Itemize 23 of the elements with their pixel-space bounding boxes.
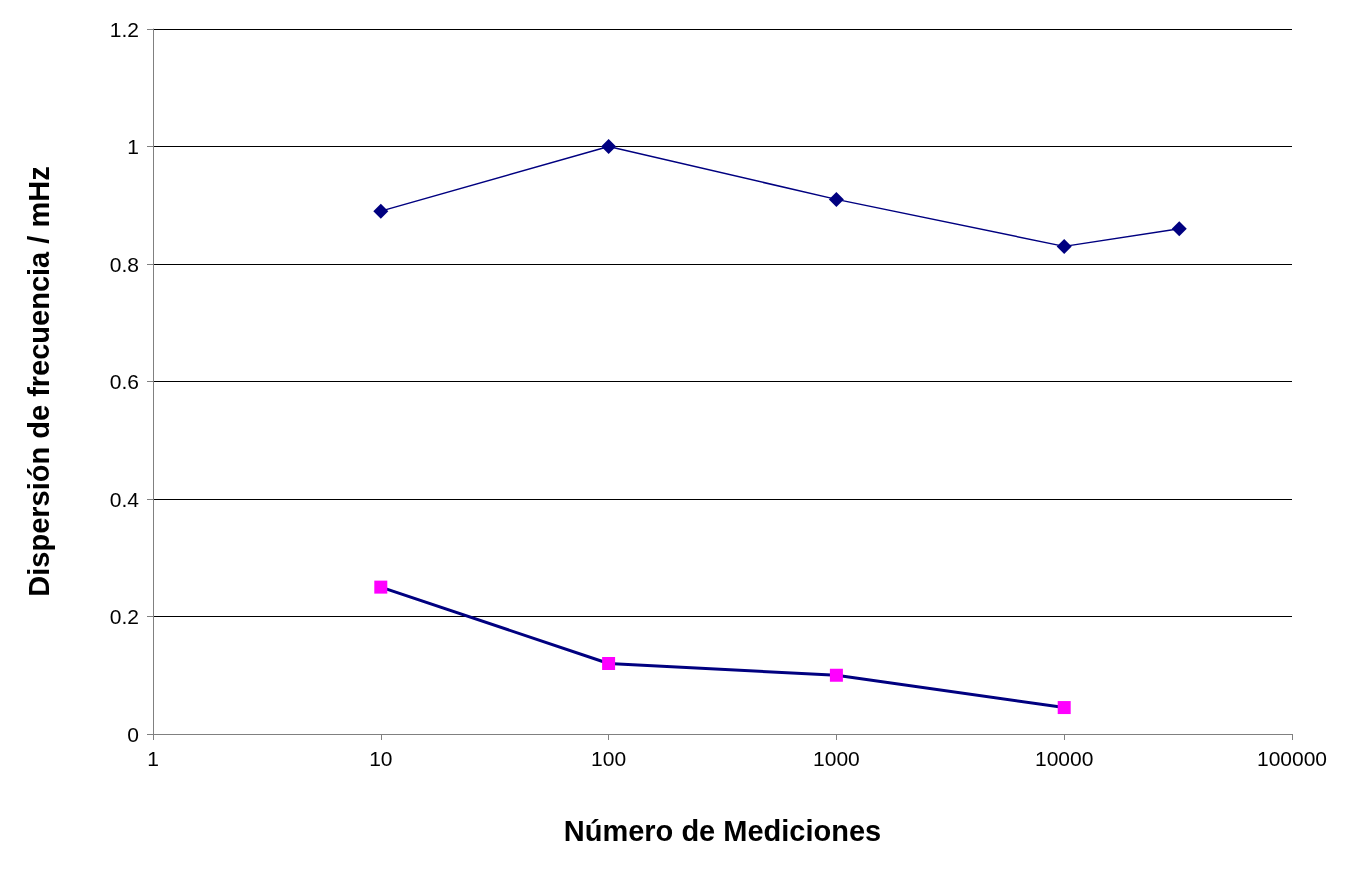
point — [373, 203, 389, 219]
point — [601, 139, 617, 154]
point — [1057, 701, 1071, 715]
y-tick-label: 0.8 — [109, 252, 139, 276]
x-tick-label: 1 — [147, 747, 159, 770]
x-axis-title: Número de Mediciones — [563, 814, 882, 847]
y-tick-label: 0.2 — [109, 605, 139, 628]
point — [374, 580, 388, 594]
x-tick-label: 10 — [369, 747, 393, 770]
x-tick-label: 100 — [591, 747, 627, 770]
x-tick-label: 10000 — [1035, 747, 1094, 770]
point — [828, 191, 844, 207]
point — [829, 668, 843, 682]
y-axis-title: Dispersión de frecuencia / mHz — [22, 166, 55, 597]
y-tick-label: 1 — [127, 135, 139, 158]
y-tick-label: 1.2 — [109, 17, 139, 41]
x-tick-label: 100000 — [1256, 747, 1328, 770]
y-tick-label: 0 — [127, 722, 139, 746]
y-tick-label: 0.4 — [109, 487, 140, 511]
x-tick-label: 1000 — [813, 747, 860, 770]
point — [602, 657, 616, 670]
y-tick-label: 0.6 — [109, 370, 139, 393]
point — [1056, 238, 1072, 254]
